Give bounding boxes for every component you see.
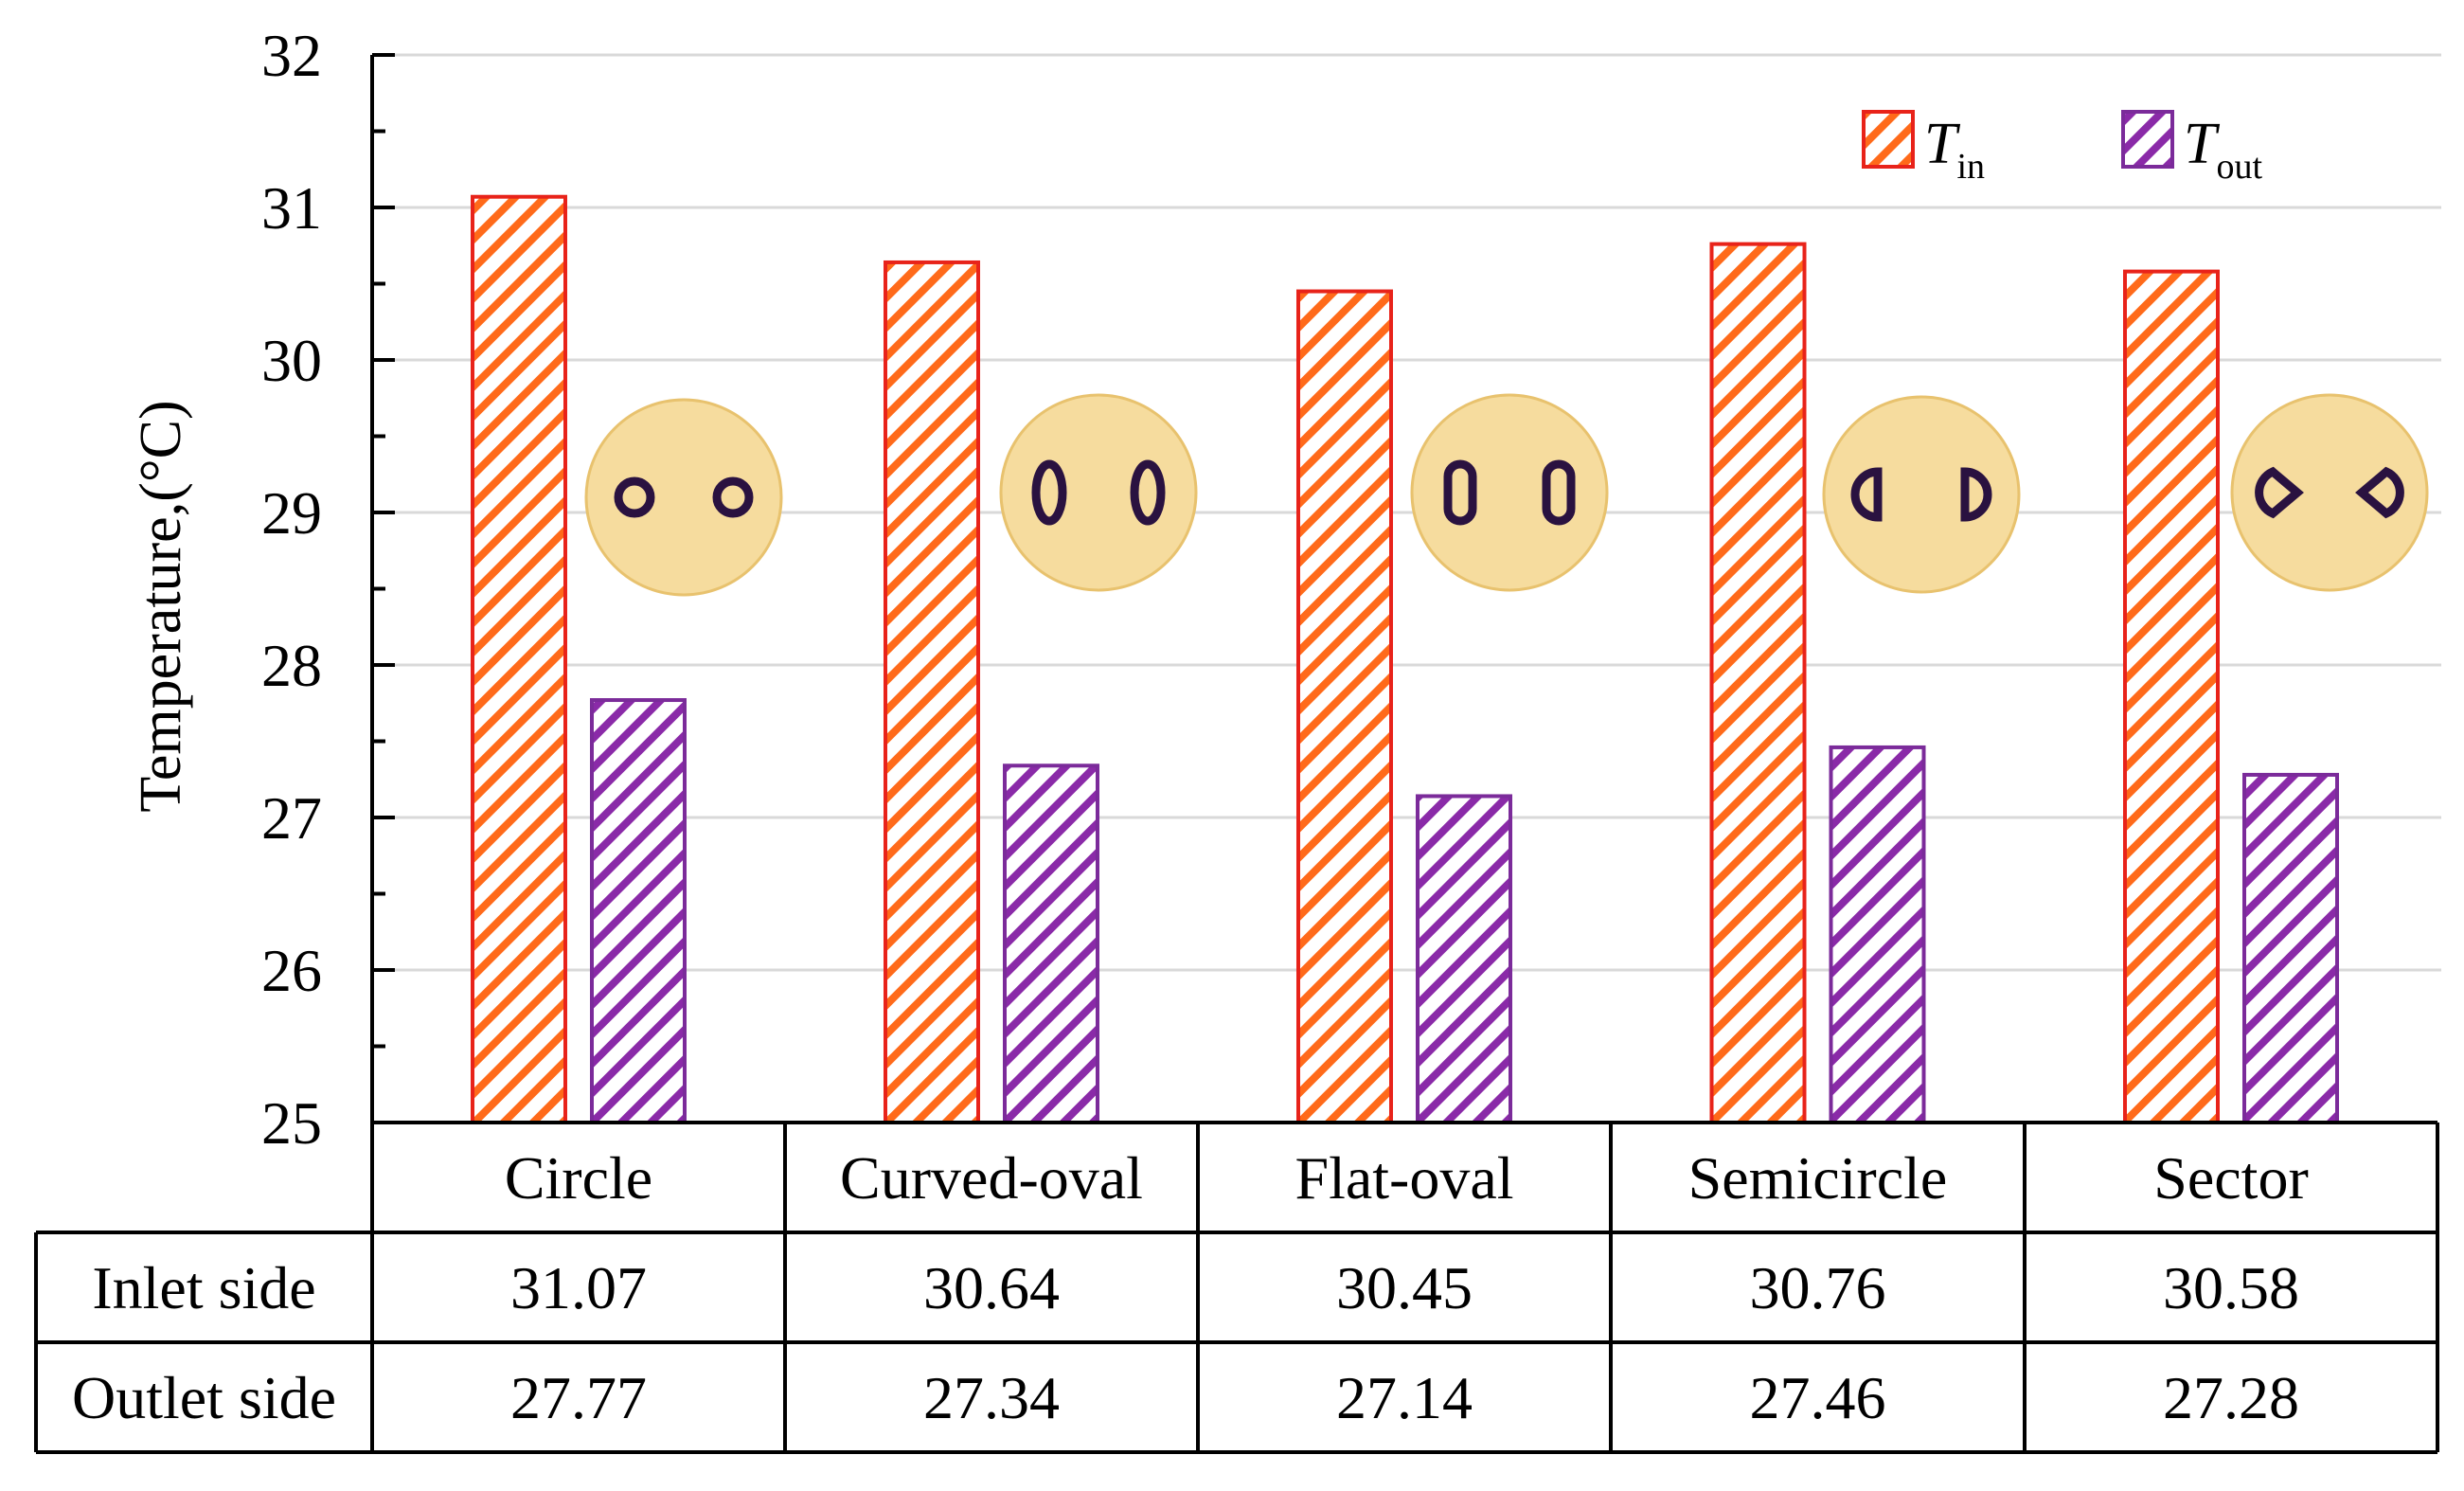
y-tick-label: 32 [261, 22, 322, 89]
data-label: 27.34 [923, 1364, 1060, 1431]
data-label: 27.46 [1750, 1364, 1886, 1431]
curved-oval-holes-inset-icon [999, 393, 1198, 592]
data-label: 31.07 [510, 1254, 647, 1321]
legend-swatch-tout [2121, 110, 2174, 169]
y-tick-label: 26 [261, 937, 322, 1004]
legend-label-tin-sub: in [1956, 147, 1985, 187]
bar-outlet-curved-oval [1003, 763, 1099, 1124]
row-label: Outlet side [72, 1364, 336, 1431]
legend-label-tout-sub: out [2216, 147, 2262, 187]
bar-inlet-flat-oval [1296, 289, 1393, 1124]
y-axis: 25 26 27 28 29 30 31 32 [261, 22, 395, 1157]
circle-holes-inset-icon [584, 398, 783, 597]
category-label: Sector [2153, 1144, 2309, 1212]
y-tick-label: 25 [261, 1089, 322, 1157]
legend: Tin Tout [1862, 110, 2262, 187]
legend-label-tin-main: T [1924, 112, 1961, 176]
legend-label-tout: Tout [2184, 112, 2262, 187]
bar-inlet-circle [471, 194, 567, 1125]
bar-outlet-flat-oval [1416, 794, 1512, 1125]
bar-outlet-semicircle [1829, 745, 1926, 1124]
y-tick-label: 29 [261, 479, 322, 547]
legend-swatch-tin [1862, 110, 1915, 169]
legend-label-tout-main: T [2184, 112, 2221, 176]
flat-oval-holes-inset-icon [1410, 393, 1609, 592]
bar-outlet-circle [590, 698, 687, 1125]
y-tick-label: 27 [261, 784, 322, 852]
data-table: Circle Curved-oval Flat-oval Semicircle Sect… [34, 1121, 2439, 1454]
category-label: Circle [505, 1144, 652, 1212]
row-label: Inlet side [92, 1254, 315, 1321]
y-tick-label: 28 [261, 632, 322, 699]
data-label: 27.14 [1336, 1364, 1473, 1431]
data-label: 30.45 [1336, 1254, 1473, 1321]
data-label: 27.77 [510, 1364, 647, 1431]
bar-outlet-sector [2242, 772, 2339, 1124]
data-label: 27.28 [2163, 1364, 2299, 1431]
y-tick-label: 30 [261, 327, 322, 394]
cross-section-insets [584, 393, 2429, 597]
category-label: Flat-oval [1294, 1144, 1513, 1212]
legend-label-tin: Tin [1924, 112, 1985, 187]
bar-inlet-semicircle [1709, 242, 1807, 1124]
bars [471, 194, 2339, 1125]
data-label: 30.76 [1750, 1254, 1886, 1321]
y-axis-label: Temperature,(°C) [129, 400, 193, 812]
sector-holes-inset-icon [2230, 393, 2429, 592]
data-label: 30.58 [2163, 1254, 2299, 1321]
semicircle-holes-inset-icon [1822, 395, 2021, 594]
data-label: 30.64 [923, 1254, 1060, 1321]
bar-inlet-curved-oval [884, 260, 980, 1124]
y-tick-label: 31 [261, 174, 322, 242]
category-label: Semicircle [1688, 1144, 1948, 1212]
bar-inlet-sector [2123, 269, 2220, 1124]
category-label: Curved-oval [840, 1144, 1143, 1212]
